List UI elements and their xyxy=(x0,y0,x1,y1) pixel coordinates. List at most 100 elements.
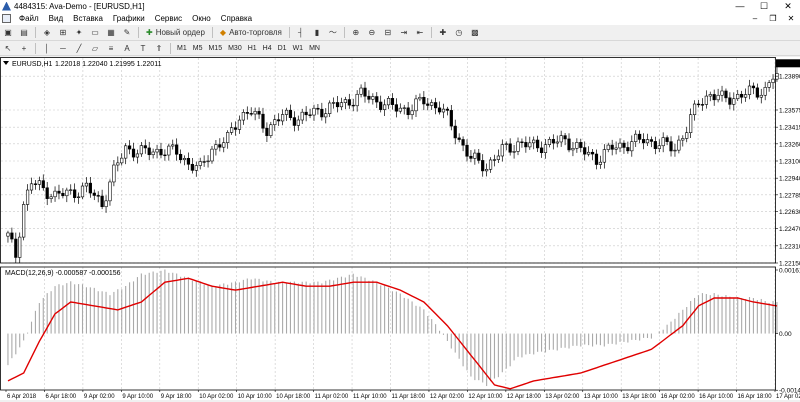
menu-file[interactable]: Файл xyxy=(14,12,44,25)
candle-body xyxy=(379,102,382,110)
price-chart[interactable]: 1.238901.235751.234151.232601.231001.229… xyxy=(0,57,800,400)
tile-windows-icon[interactable]: ⊟ xyxy=(381,26,395,39)
strategy-tester-icon[interactable]: ▦ xyxy=(104,26,118,39)
menu-help[interactable]: Справка xyxy=(216,12,257,25)
candle-body xyxy=(756,88,759,97)
candle-body xyxy=(289,110,292,117)
timeframe-h1[interactable]: H1 xyxy=(245,45,260,52)
chart-window[interactable]: 1.238901.235751.234151.232601.231001.229… xyxy=(0,57,800,400)
candle-body xyxy=(505,144,508,145)
minimize-button[interactable]: — xyxy=(728,0,752,12)
price-tick-label: 1.22150 xyxy=(779,261,800,268)
maximize-button[interactable]: ☐ xyxy=(752,0,776,12)
trendline-icon[interactable]: ╱ xyxy=(72,42,86,55)
zoom-in-icon[interactable]: ⊕ xyxy=(349,26,363,39)
candle-body xyxy=(630,142,633,151)
candle-body xyxy=(321,109,324,117)
candle-body xyxy=(411,111,414,115)
candle-body xyxy=(117,163,120,165)
navigator-icon[interactable]: ✦ xyxy=(72,26,86,39)
chart-shift-icon[interactable]: ⇤ xyxy=(413,26,427,39)
bar-chart-icon[interactable]: ┤ xyxy=(294,26,308,39)
candlestick-icon[interactable]: ▮ xyxy=(310,26,324,39)
line-chart-icon[interactable]: 〜 xyxy=(326,26,340,39)
price-tick-label: 1.23100 xyxy=(779,159,800,166)
macd-tick-label: -0.001436 xyxy=(779,388,800,395)
timeframe-mn[interactable]: MN xyxy=(306,45,323,52)
autotrading-button[interactable]: ◆Авто-торговля xyxy=(217,26,285,39)
arrows-icon[interactable]: ⇑ xyxy=(152,42,166,55)
text-icon[interactable]: A xyxy=(120,42,134,55)
candle-body xyxy=(77,197,80,198)
standard-toolbar: ▣ ▤ ◈ ⊞ ✦ ▭ ▦ ✎ ✚Новый ордер ◆Авто-торго… xyxy=(0,25,800,41)
chart-minimize-button[interactable]: – xyxy=(746,14,764,23)
candle-body xyxy=(183,158,186,159)
candle-body xyxy=(658,146,661,149)
candle-body xyxy=(733,99,736,105)
timeframe-m5[interactable]: M5 xyxy=(190,45,206,52)
candle-body xyxy=(493,160,496,161)
new-chart-icon[interactable]: ▣ xyxy=(1,26,15,39)
chart-restore-button[interactable]: ❐ xyxy=(764,14,782,23)
timeframe-w1[interactable]: W1 xyxy=(290,45,307,52)
fibonacci-icon[interactable]: ≡ xyxy=(104,42,118,55)
time-tick-label: 12 Apr 18:00 xyxy=(507,394,542,400)
candle-body xyxy=(22,204,25,237)
candle-body xyxy=(62,193,65,196)
candle-body xyxy=(85,183,88,186)
menu-window[interactable]: Окно xyxy=(187,12,216,25)
candle-body xyxy=(324,114,327,117)
vertical-line-icon[interactable]: │ xyxy=(40,42,54,55)
menu-insert[interactable]: Вставка xyxy=(68,12,108,25)
templates-icon[interactable]: ▩ xyxy=(468,26,482,39)
candle-body xyxy=(187,158,190,164)
menu-charts[interactable]: Графики xyxy=(108,12,150,25)
time-tick-label: 12 Apr 10:00 xyxy=(468,394,503,400)
candle-body xyxy=(709,94,712,96)
candle-body xyxy=(568,139,571,150)
candle-body xyxy=(399,108,402,111)
zoom-out-icon[interactable]: ⊖ xyxy=(365,26,379,39)
candle-body xyxy=(474,153,477,158)
candle-body xyxy=(560,136,563,142)
cursor-icon[interactable]: ↖ xyxy=(1,42,15,55)
candle-body xyxy=(485,169,488,171)
horizontal-line-icon[interactable]: ─ xyxy=(56,42,70,55)
crosshair-icon[interactable]: + xyxy=(17,42,31,55)
new-order-button[interactable]: ✚Новый ордер xyxy=(143,26,208,39)
autotrading-icon: ◆ xyxy=(220,28,226,37)
timeframe-m15[interactable]: M15 xyxy=(205,45,225,52)
label-icon[interactable]: T xyxy=(136,42,150,55)
menu-view[interactable]: Вид xyxy=(44,12,68,25)
autoscroll-icon[interactable]: ⇥ xyxy=(397,26,411,39)
candle-body xyxy=(234,128,237,130)
profiles-icon[interactable]: ▤ xyxy=(17,26,31,39)
candle-body xyxy=(489,160,492,169)
candle-body xyxy=(352,105,355,106)
timeframe-h4[interactable]: H4 xyxy=(260,45,275,52)
data-window-icon[interactable]: ⊞ xyxy=(56,26,70,39)
candle-body xyxy=(164,155,167,156)
candle-body xyxy=(293,118,296,126)
chart-close-button[interactable]: ✕ xyxy=(782,14,800,23)
menu-tools[interactable]: Сервис xyxy=(150,12,187,25)
terminal-icon[interactable]: ▭ xyxy=(88,26,102,39)
candle-body xyxy=(262,114,265,128)
candle-body xyxy=(611,145,614,149)
timeframe-d1[interactable]: D1 xyxy=(275,45,290,52)
market-watch-icon[interactable]: ◈ xyxy=(40,26,54,39)
candle-body xyxy=(242,112,245,120)
candle-body xyxy=(136,154,139,157)
timeframe-m30[interactable]: M30 xyxy=(225,45,245,52)
channel-icon[interactable]: ▱ xyxy=(88,42,102,55)
candle-body xyxy=(81,186,84,197)
metaeditor-icon[interactable]: ✎ xyxy=(120,26,134,39)
periods-icon[interactable]: ◷ xyxy=(452,26,466,39)
candle-body xyxy=(540,148,543,153)
indicators-icon[interactable]: ✚ xyxy=(436,26,450,39)
autotrading-label: Авто-торговля xyxy=(229,28,282,37)
candle-body xyxy=(113,165,116,182)
close-button[interactable]: ✕ xyxy=(776,0,800,12)
timeframe-m1[interactable]: M1 xyxy=(174,45,190,52)
candle-body xyxy=(317,108,320,109)
